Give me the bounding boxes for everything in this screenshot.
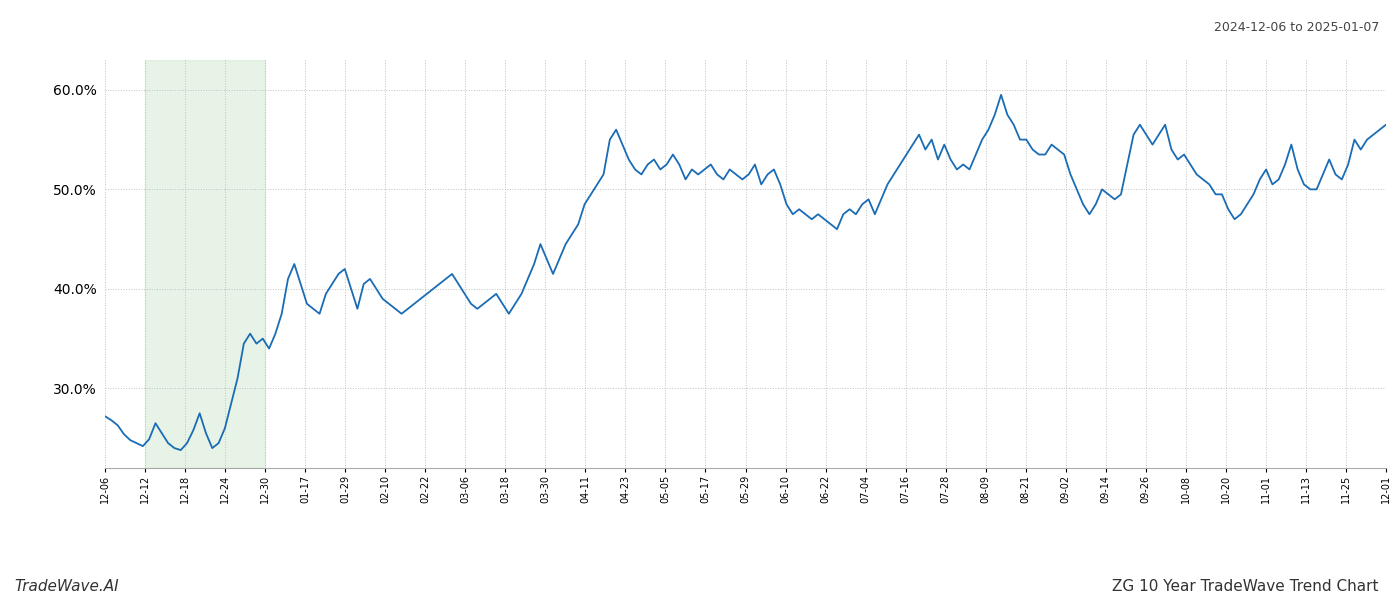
Text: 2024-12-06 to 2025-01-07: 2024-12-06 to 2025-01-07 bbox=[1214, 21, 1379, 34]
Text: TradeWave.AI: TradeWave.AI bbox=[14, 579, 119, 594]
Text: ZG 10 Year TradeWave Trend Chart: ZG 10 Year TradeWave Trend Chart bbox=[1113, 579, 1379, 594]
Bar bbox=[146, 60, 265, 468]
